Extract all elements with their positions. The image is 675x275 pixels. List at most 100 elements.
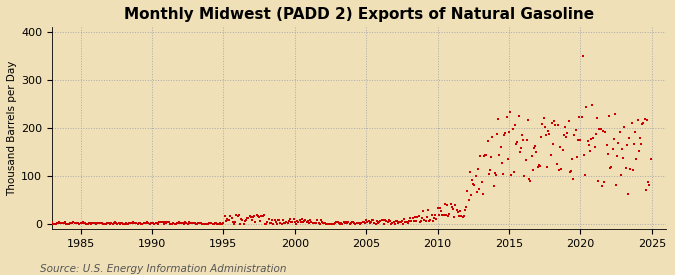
Point [192, 222, 202, 226]
Point [120, 221, 131, 226]
Point [634, 136, 645, 141]
Point [251, 213, 262, 217]
Point [394, 220, 405, 225]
Point [271, 222, 282, 226]
Point [315, 221, 325, 226]
Point [437, 213, 448, 217]
Point [56, 221, 67, 225]
Point [549, 119, 560, 123]
Point [112, 222, 123, 226]
Point [450, 203, 461, 207]
Point [346, 220, 357, 224]
Point [444, 212, 455, 216]
Point [63, 221, 74, 226]
Point [362, 220, 373, 224]
Point [367, 218, 377, 222]
Point [287, 219, 298, 224]
Point [132, 221, 143, 226]
Point [142, 220, 153, 225]
Point [342, 221, 352, 226]
Point [502, 114, 512, 119]
Point [446, 205, 457, 210]
Point [454, 214, 464, 218]
Point [597, 129, 608, 133]
Point [448, 207, 458, 211]
Point [195, 221, 206, 225]
Point [151, 221, 162, 225]
Point [155, 220, 165, 225]
Point [612, 153, 623, 158]
Point [585, 149, 595, 153]
Point [254, 215, 265, 219]
Point [387, 221, 398, 225]
Point [159, 222, 169, 226]
Point [630, 130, 641, 135]
Point [551, 162, 562, 166]
Point [84, 221, 95, 225]
Point [76, 221, 87, 225]
Point [494, 153, 505, 158]
Point [275, 221, 286, 226]
Point [242, 216, 252, 221]
Point [432, 206, 443, 210]
Point [237, 218, 248, 222]
Point [62, 222, 73, 226]
Point [626, 120, 637, 125]
Point [451, 208, 462, 213]
Point [431, 217, 442, 222]
Point [65, 221, 76, 225]
Point [346, 220, 356, 225]
Point [82, 222, 93, 226]
Point [603, 114, 614, 119]
Point [213, 222, 224, 226]
Point [113, 221, 124, 226]
Point [572, 138, 583, 142]
Point [555, 145, 566, 150]
Point [331, 220, 342, 224]
Point [234, 213, 244, 217]
Point [240, 218, 251, 222]
Point [305, 218, 316, 222]
Point [67, 220, 78, 225]
Point [54, 220, 65, 225]
Point [333, 220, 344, 225]
Point [193, 221, 204, 226]
Point [150, 221, 161, 226]
Point [614, 130, 625, 134]
Point [129, 221, 140, 225]
Point [460, 208, 470, 213]
Point [290, 222, 301, 226]
Point [547, 142, 558, 147]
Point [578, 152, 589, 157]
Point [61, 222, 72, 226]
Point [474, 187, 485, 192]
Point [371, 222, 381, 226]
Point [462, 189, 472, 193]
Point [368, 218, 379, 222]
Point [53, 221, 63, 225]
Point [637, 122, 648, 126]
Point [295, 220, 306, 224]
Point [81, 222, 92, 226]
Point [181, 221, 192, 226]
Point [464, 170, 475, 174]
Point [49, 222, 60, 226]
Point [374, 220, 385, 224]
Point [97, 221, 107, 225]
Point [326, 222, 337, 226]
Point [500, 131, 511, 135]
Point [441, 203, 452, 208]
Point [398, 221, 408, 226]
Point [280, 221, 291, 225]
Point [380, 218, 391, 223]
Point [539, 125, 550, 130]
Point [414, 220, 425, 224]
Point [379, 221, 389, 226]
Point [569, 133, 580, 137]
Point [270, 219, 281, 224]
Point [69, 221, 80, 225]
Point [59, 221, 70, 225]
Point [597, 183, 608, 188]
Point [137, 222, 148, 226]
Point [504, 130, 514, 134]
